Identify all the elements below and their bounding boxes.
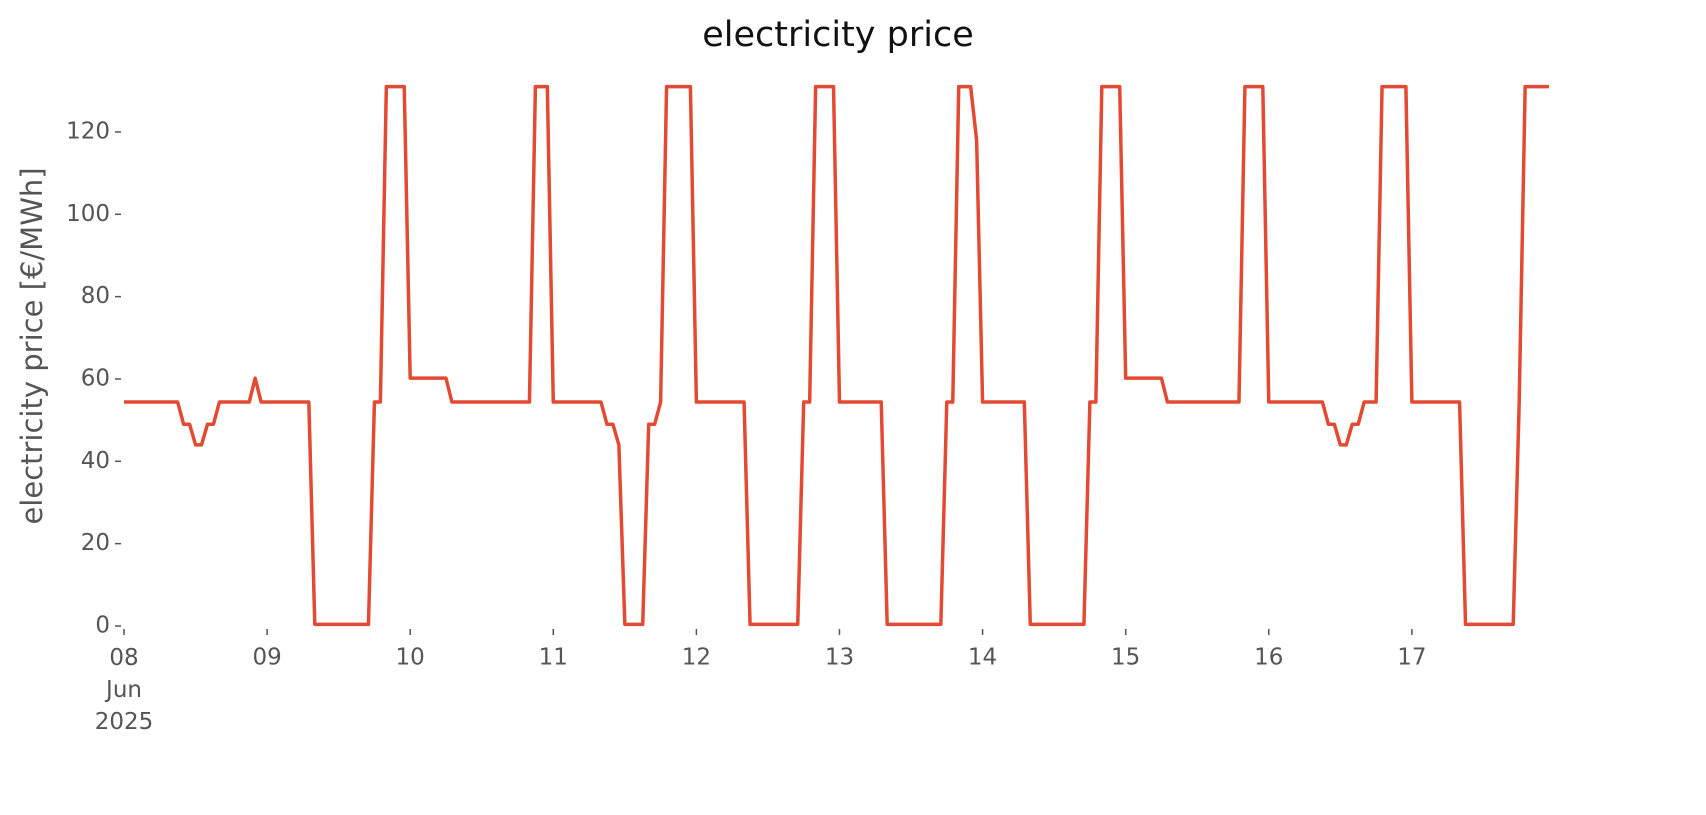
x-tick-label: 16	[1254, 645, 1283, 671]
price-line	[124, 84, 1549, 627]
y-tick-label: 40	[81, 448, 110, 474]
x-tick-label: 17	[1397, 645, 1426, 671]
x-tick-label: 09	[252, 645, 281, 671]
x-tick-label: 14	[968, 645, 997, 671]
x-tick-label: 11	[539, 645, 568, 671]
y-tick-label: 0	[95, 613, 110, 639]
y-axis-label: electricity price [€/MWh]	[15, 167, 49, 524]
y-tick-label: 100	[66, 201, 110, 227]
y-tick-label: 120	[66, 118, 110, 144]
x-tick-label: 15	[1111, 645, 1140, 671]
x-tick-label: 12	[682, 645, 711, 671]
y-tick-label: 60	[81, 365, 110, 391]
y-tick-label: 20	[81, 530, 110, 556]
x-tick-label: 08 Jun 2025	[95, 645, 154, 735]
x-tick-label: 13	[825, 645, 854, 671]
chart-title: electricity price	[702, 15, 974, 55]
x-tick-label: 10	[396, 645, 425, 671]
y-tick-label: 80	[81, 283, 110, 309]
